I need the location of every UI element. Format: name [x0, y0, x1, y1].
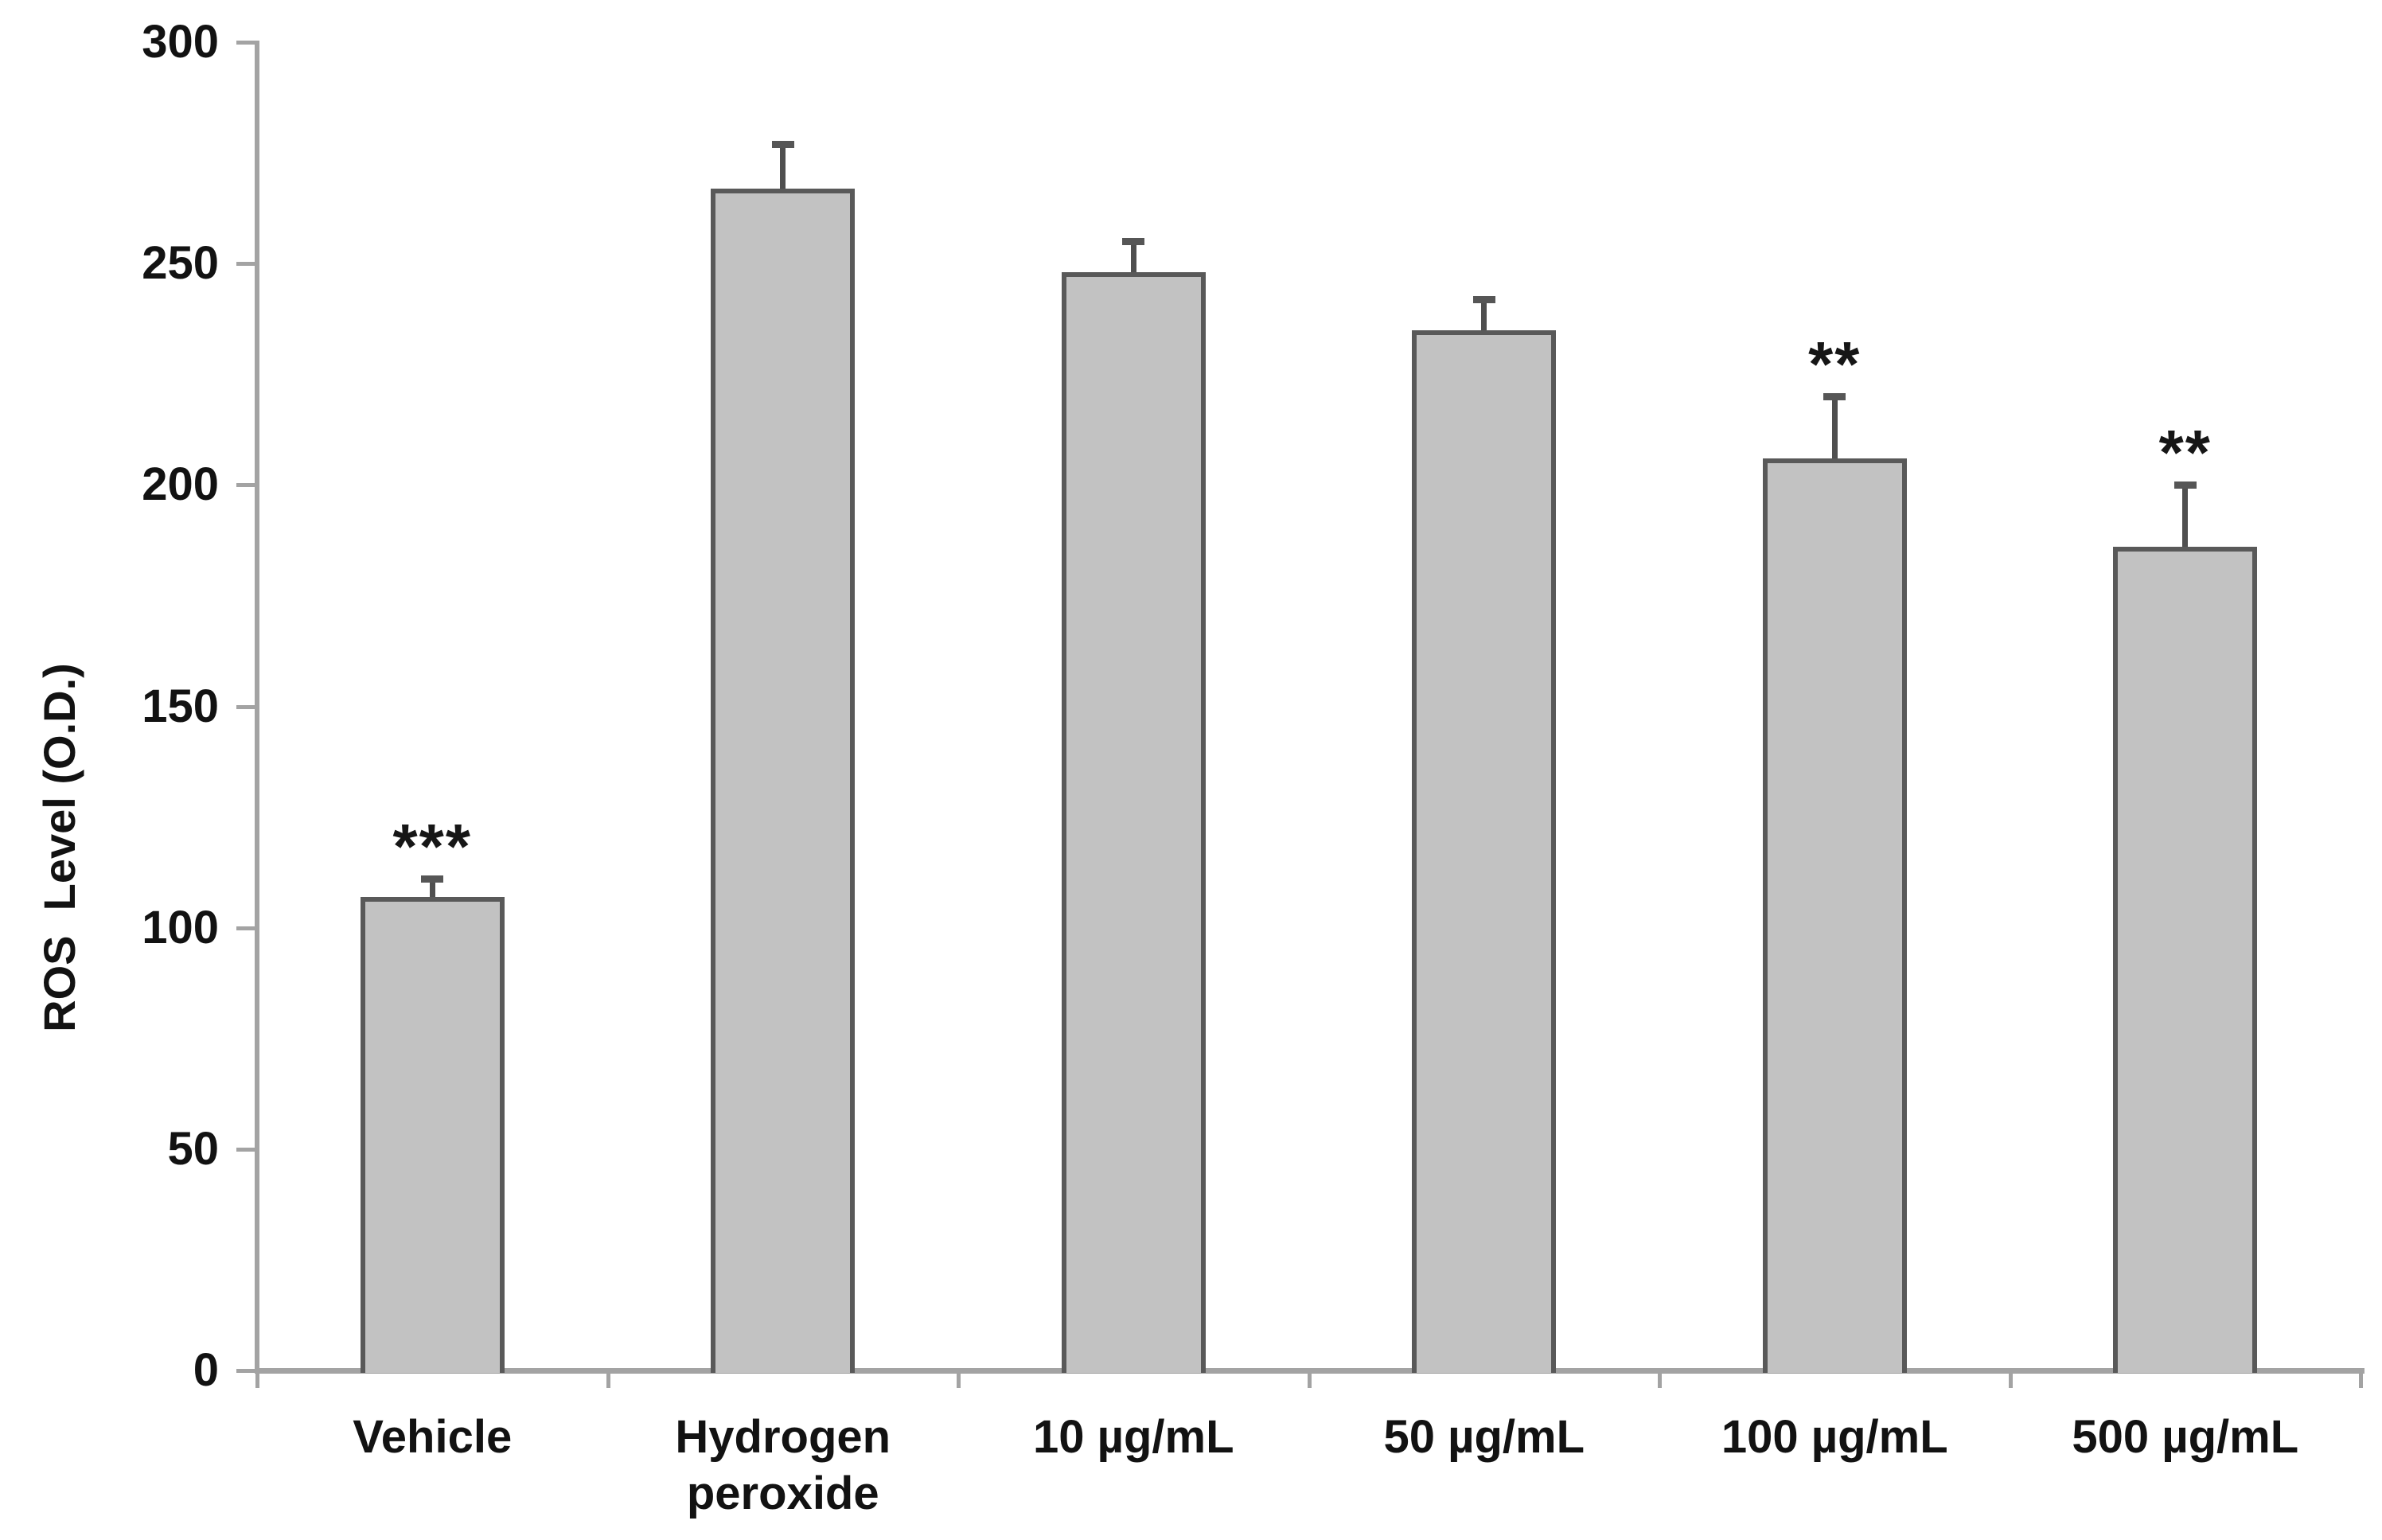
- bar: [711, 188, 856, 1373]
- bar: [1412, 329, 1557, 1373]
- error-bar-cap: [771, 140, 794, 148]
- y-tick-label: 100: [142, 901, 219, 953]
- x-tick-mark: [255, 1370, 259, 1388]
- error-bar-stem: [1831, 396, 1838, 458]
- y-tick-label: 0: [193, 1344, 219, 1396]
- y-tick-mark: [236, 1369, 257, 1373]
- y-tick-label: 150: [142, 680, 219, 732]
- y-tick-mark: [236, 41, 257, 45]
- bar: [1762, 458, 1907, 1373]
- x-tick-mark: [2359, 1370, 2363, 1388]
- x-category-label: 500 µg/mL: [2072, 1411, 2299, 1463]
- x-category-label: 50 µg/mL: [1383, 1411, 1585, 1463]
- y-tick-label: 300: [142, 16, 219, 68]
- error-bar-stem: [1481, 298, 1487, 330]
- y-tick-mark: [236, 1147, 257, 1152]
- x-tick-mark: [1307, 1370, 1312, 1388]
- error-bar-stem: [429, 879, 435, 897]
- y-tick-label: 250: [142, 237, 219, 290]
- bar: [360, 896, 505, 1373]
- x-tick-mark: [1658, 1370, 1662, 1388]
- y-tick-label: 50: [167, 1122, 219, 1175]
- x-category-label: Hydrogen peroxide: [675, 1411, 891, 1519]
- error-bar-cap: [2173, 481, 2197, 489]
- error-bar-stem: [2182, 485, 2189, 548]
- significance-marker: ***: [392, 811, 472, 883]
- error-bar-cap: [421, 875, 444, 883]
- x-category-label: Vehicle: [353, 1411, 513, 1463]
- x-category-label: 100 µg/mL: [1721, 1411, 1948, 1463]
- bar: [1061, 272, 1206, 1373]
- y-axis-line: [255, 41, 259, 1373]
- significance-marker: **: [1808, 329, 1862, 400]
- y-axis-title: ROS Level (O.D.): [34, 663, 84, 1032]
- error-bar-cap: [1122, 238, 1145, 246]
- error-bar-cap: [1472, 295, 1495, 303]
- error-bar-stem: [780, 143, 786, 189]
- x-tick-mark: [957, 1370, 961, 1388]
- error-bar-cap: [1823, 393, 1846, 401]
- y-tick-mark: [236, 262, 257, 267]
- x-tick-mark: [606, 1370, 610, 1388]
- x-tick-mark: [2008, 1370, 2013, 1388]
- y-tick-mark: [236, 926, 257, 930]
- y-tick-mark: [236, 483, 257, 488]
- bar: [2113, 547, 2258, 1373]
- y-tick-label: 200: [142, 458, 219, 511]
- significance-marker: **: [2158, 417, 2212, 489]
- y-tick-mark: [236, 704, 257, 709]
- error-bar-stem: [1130, 241, 1136, 273]
- x-category-label: 10 µg/mL: [1032, 1411, 1234, 1463]
